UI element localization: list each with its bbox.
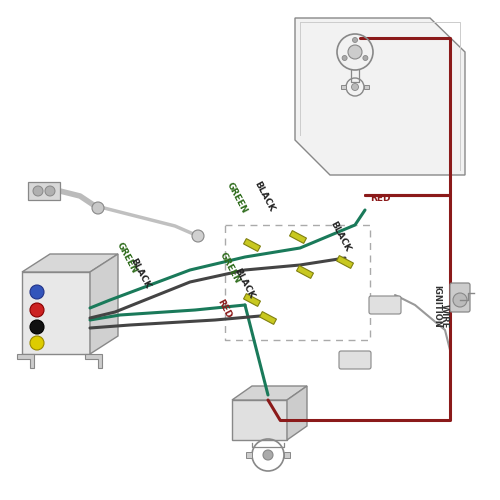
- Text: BLACK: BLACK: [252, 180, 276, 213]
- FancyBboxPatch shape: [369, 296, 401, 314]
- Text: GREEN: GREEN: [218, 250, 242, 285]
- Polygon shape: [232, 400, 287, 440]
- Polygon shape: [246, 452, 252, 458]
- Circle shape: [30, 336, 44, 350]
- Circle shape: [30, 303, 44, 317]
- Circle shape: [192, 230, 204, 242]
- Circle shape: [92, 202, 104, 214]
- Text: GREEN: GREEN: [115, 240, 139, 275]
- Circle shape: [352, 38, 358, 43]
- Circle shape: [30, 320, 44, 334]
- Circle shape: [45, 186, 55, 196]
- Polygon shape: [260, 312, 276, 324]
- FancyBboxPatch shape: [28, 182, 60, 200]
- FancyBboxPatch shape: [339, 351, 371, 369]
- Text: WIRE: WIRE: [440, 304, 449, 328]
- Polygon shape: [364, 85, 369, 89]
- Circle shape: [348, 45, 362, 59]
- Polygon shape: [22, 254, 118, 272]
- Text: RED: RED: [215, 298, 232, 320]
- Text: BLACK: BLACK: [232, 266, 256, 300]
- FancyBboxPatch shape: [450, 283, 470, 312]
- Polygon shape: [296, 266, 314, 278]
- Circle shape: [263, 450, 273, 460]
- Text: GREEN: GREEN: [225, 180, 249, 215]
- Circle shape: [342, 56, 347, 60]
- Polygon shape: [341, 85, 346, 89]
- Text: RED: RED: [370, 194, 390, 203]
- Polygon shape: [17, 354, 34, 368]
- Circle shape: [453, 293, 467, 307]
- Polygon shape: [232, 386, 307, 400]
- Polygon shape: [90, 254, 118, 354]
- Text: BLACK: BLACK: [128, 256, 152, 290]
- Polygon shape: [336, 256, 353, 268]
- Circle shape: [30, 285, 44, 299]
- Polygon shape: [85, 354, 102, 368]
- Polygon shape: [295, 18, 465, 175]
- Circle shape: [33, 186, 43, 196]
- Polygon shape: [284, 452, 290, 458]
- Text: BLACK: BLACK: [328, 220, 351, 253]
- Polygon shape: [22, 272, 90, 354]
- Circle shape: [352, 84, 358, 90]
- Circle shape: [363, 56, 368, 60]
- Polygon shape: [287, 386, 307, 440]
- Polygon shape: [244, 294, 260, 306]
- Text: IGNITION: IGNITION: [432, 285, 441, 328]
- Polygon shape: [290, 230, 306, 243]
- Polygon shape: [244, 238, 260, 252]
